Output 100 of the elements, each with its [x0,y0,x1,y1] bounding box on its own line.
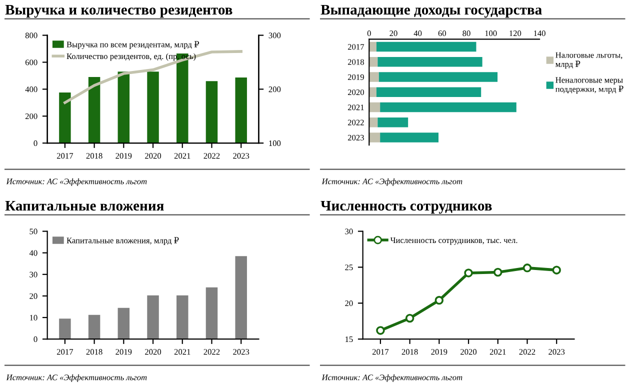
bar [369,117,378,128]
y-tick-label: 20 [345,300,353,306]
point [522,264,532,272]
x-tick-label: 2020 [460,349,477,355]
x-tick-label: 2020 [145,349,162,355]
bar [380,102,516,112]
bar [176,295,188,340]
text: Источник: АС «Эффективность льгот [6,374,147,382]
y-tick-label: 30 [30,272,38,278]
y-tick-label: 15 [346,336,353,342]
y-tick-label: 2022 [348,120,364,126]
chart-title: Выручка и количество резидентов [5,4,232,18]
x-tick-label: 2021 [174,349,190,355]
y-tick-label: 2018 [348,59,364,65]
y-tick-label: 400 [25,86,38,92]
point [405,314,414,323]
y-tick-label: 20 [30,293,38,299]
x-tick-label: 2023 [233,153,250,159]
y-tick-label: 2023 [348,134,364,140]
y-tick-label: 40 [29,250,38,256]
bar [369,132,380,142]
chart-title: Капитальные вложения [5,200,164,211]
x-tick-label: 2018 [402,349,418,355]
bar [59,92,71,144]
x-tick-label: 2017 [56,349,74,355]
bar [369,87,376,98]
x-tick-label: 80 [462,30,470,36]
x-tick-label: 2022 [204,153,220,159]
bar [376,42,476,52]
x-tick-label: 2019 [116,153,132,159]
y-tick-label: 10 [30,314,38,320]
y-tick-label: 600 [25,60,38,66]
bar [369,56,378,67]
y-tick-label: 0 [34,140,38,146]
point [552,266,561,274]
bar [235,256,247,340]
y-tick-label: 0 [34,336,38,342]
x-tick-label: 2023 [233,349,250,355]
x-tick-label: 60 [438,30,446,36]
bar [118,308,130,340]
x-tick-label: 2021 [174,153,190,159]
bar [206,81,218,144]
bar [59,318,71,340]
x-tick-label: 0 [367,30,371,36]
x-tick-label: 2022 [519,349,536,355]
y2-tick-label: 200 [268,86,281,92]
bar [118,72,130,144]
bar [147,72,159,144]
bar [378,56,482,67]
text: Источник: АС «Эффективность льгот [6,178,147,186]
point [434,296,444,305]
x-tick-label: 40 [414,30,422,36]
bar [378,117,408,128]
x-tick-label: 2019 [116,349,132,355]
x-tick-label: 2018 [86,349,102,355]
y2-tick-label: 100 [269,140,281,146]
bar [206,287,218,340]
x-tick-label: 2019 [431,349,448,355]
x-tick-label: 20 [390,30,398,36]
x-tick-label: 2022 [204,349,220,355]
y-tick-label: 200 [25,113,38,120]
legend-label: Выручка по всем резидентам, млрд ₽ [66,41,200,49]
x-tick-label: 2023 [548,349,565,355]
bar [378,72,498,82]
y-tick-label: 2021 [348,104,364,110]
y-tick-label: 2019 [348,74,364,80]
y-tick-label: 30 [345,228,353,234]
chart-title: Выпадающие доходы государства [320,4,542,18]
bar [88,77,100,144]
y-tick-label: 25 [345,264,353,270]
x-tick-label: 2017 [372,349,389,355]
point [494,268,502,277]
y-tick-label: 50 [30,228,38,234]
bar [376,87,482,98]
x-tick-label: 2020 [145,153,162,159]
x-tick-label: 2021 [490,349,506,355]
bar [88,314,100,340]
x-tick-label: 2017 [56,153,74,159]
legend-label: Численность сотрудников, тыс. чел. [390,237,518,245]
x-tick-label: 100 [485,30,497,36]
bar [380,132,438,142]
legend-label: Капитальные вложения, млрд ₽ [66,237,179,245]
y-tick-label: 800 [25,32,38,38]
bar [147,295,159,340]
legend-label: Налоговые льготы, млрд ₽ [556,52,622,69]
point [376,326,385,335]
x-tick-label: 140 [534,30,546,36]
bar [369,42,376,52]
point [464,268,473,278]
text: Источник: АС «Эффективность льгот [322,374,462,382]
text: Источник: АС «Эффективность льгот [322,178,462,186]
y-tick-label: 2017 [348,44,364,50]
bar [369,72,379,82]
x-tick-label: 2018 [86,153,102,159]
bar [369,102,380,112]
chart-title: Численность сотрудников [320,200,492,214]
x-tick-label: 120 [510,30,522,36]
bar [235,77,247,144]
y2-tick-label: 300 [268,32,281,38]
legend-label: Неналоговые меры поддержки, млрд ₽ [555,77,624,94]
